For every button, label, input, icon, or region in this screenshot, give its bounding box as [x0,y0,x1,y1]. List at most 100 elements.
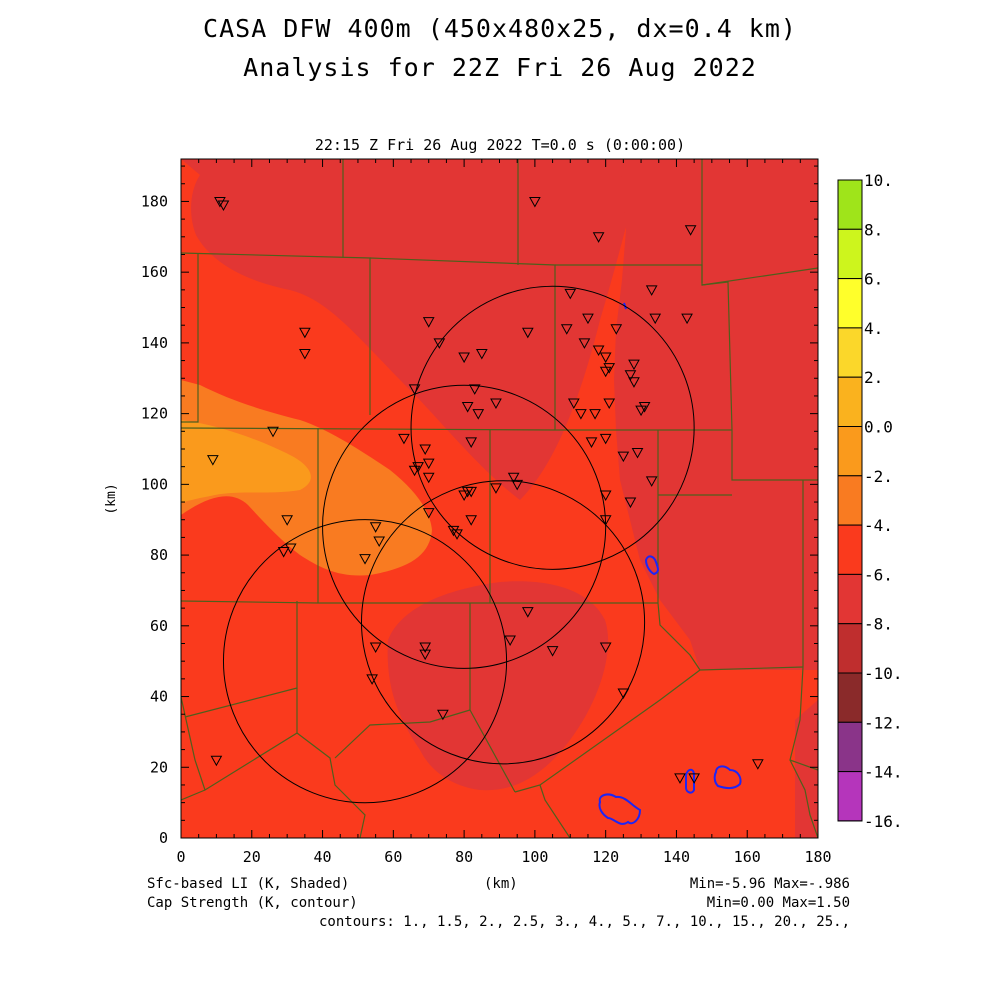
colorbar-label: -6. [864,565,893,584]
station-marker [408,384,421,395]
station-marker [398,433,410,445]
station-marker [628,359,640,371]
station-marker [567,398,580,410]
station-marker [603,363,616,374]
y-tick-label: 0 [159,829,168,847]
station-marker [674,773,686,784]
station-marker [599,352,612,364]
y-axis-label: (km) [104,483,119,514]
title-line-2: Analysis for 22Z Fri 26 Aug 2022 [243,53,757,82]
station-marker [624,370,637,381]
station-marker [521,607,534,618]
colorbar-swatch [837,228,863,280]
station-marker [281,515,294,526]
colorbar-label: -12. [864,713,903,732]
station-marker [299,327,311,339]
y-tick-label: 60 [150,617,168,635]
station-marker [578,338,591,349]
colorbar-frame [837,179,863,822]
colorbar-swatch [837,376,863,428]
x-tick-label: 40 [314,848,332,866]
y-tick-label: 120 [141,405,168,423]
y-tick-label: 140 [141,334,168,352]
x-axis-label: (km) [484,876,518,892]
station-marker [366,674,378,685]
station-marker [617,688,630,700]
station-marker [599,366,612,378]
cap-strength-contours [598,302,742,825]
station-marker [507,472,520,484]
y-tick-label: 160 [141,263,168,281]
colorbar-label: -16. [864,812,903,831]
station-marker [422,472,435,484]
title-line-1: CASA DFW 400m (450x480x25, dx=0.4 km) [203,14,797,43]
station-marker [369,642,382,654]
radar-ring-1 [410,285,695,570]
x-tick-label: 160 [734,848,761,866]
station-marker [419,444,432,456]
colorbar-labels: 10. 8. 6. 4. 2. 0.0 -2. -4. -6. -8. -10. -12. -14. -1… [864,171,903,831]
station-marker [465,515,478,526]
station-marker [408,465,421,477]
footer-contour-label: Cap Strength (K, contour) [147,895,358,911]
footer-cap-minmax: Min=0.00 Max=1.50 [706,895,850,911]
station-marker [422,317,435,328]
colorbar-label: -14. [864,763,903,782]
station-marker [299,349,311,360]
colorbar-label: -2. [864,467,893,486]
colorbar-swatch [837,623,863,674]
radar-ring-2 [322,384,607,669]
colorbar-swatch [837,327,863,378]
station-marker [521,327,534,339]
darker-li-region-northwest [181,159,640,500]
x-tick-labels: 0 20 40 60 80 100 120 140 160 180 [176,848,831,866]
station-marker [628,377,640,388]
station-marker [546,646,559,657]
station-marker [217,200,230,212]
colorbar-label: 4. [864,319,883,338]
colorbar-swatch [837,179,863,230]
station-marker [437,709,449,721]
darker-li-region-south [387,581,609,791]
station-marker [419,642,432,654]
valid-time-subtitle: 22:15 Z Fri 26 Aug 2022 T=0.0 s (0:00:00… [314,136,686,154]
x-tick-label: 80 [455,848,473,866]
station-marker [638,402,651,413]
station-marker [422,458,435,470]
y-tick-label: 100 [141,475,168,493]
station-marker [210,755,223,767]
y-tick-label: 20 [150,758,168,776]
station-marker [433,338,446,349]
station-marker [688,773,700,784]
station-marker [451,529,463,540]
radar-ring-4 [222,519,508,804]
station-marker [617,451,630,463]
station-marker [458,490,470,501]
station-marker [592,345,605,356]
cap-contour-2 [685,768,695,794]
county-boundaries [181,159,818,838]
station-marker [649,313,662,325]
colorbar-label: -4. [864,516,893,535]
colorbar-swatch [837,426,863,477]
y-tick-labels: 0 20 40 60 80 100 120 140 160 180 [141,192,168,847]
x-tick-label: 100 [521,848,548,866]
station-marker [599,490,612,501]
colorbar-swatch [837,278,863,329]
footer-shaded-label: Sfc-based LI (K, Shaded) [147,876,350,892]
y-tick-label: 40 [150,688,168,706]
station-marker [277,547,290,558]
colorbar-label: 0.0 [864,418,893,437]
station-marker [624,497,637,509]
x-tick-label: 60 [384,848,402,866]
station-marker [504,635,516,646]
station-markers [207,196,764,784]
station-marker [207,455,219,466]
colorbar-swatch [837,771,863,822]
station-marker [589,409,601,420]
x-tick-label: 0 [176,848,185,866]
x-tick-label: 180 [804,848,831,866]
colorbar [837,179,863,822]
y-tick-label: 180 [141,192,168,210]
station-marker [458,352,470,364]
